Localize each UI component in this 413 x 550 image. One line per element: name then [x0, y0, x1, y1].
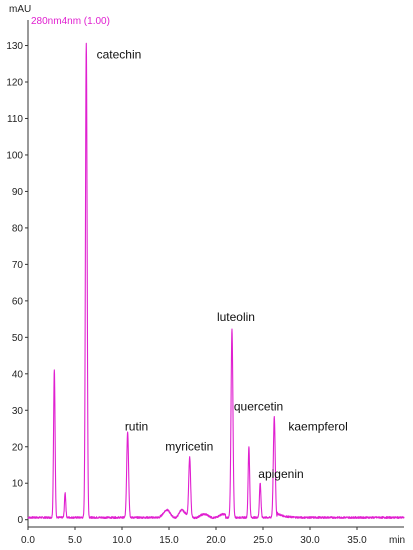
peak-label-luteolin: luteolin	[217, 310, 255, 324]
x-tick-label: 5.0	[68, 535, 82, 546]
y-tick-label: 100	[6, 150, 23, 161]
y-tick-label: 80	[12, 223, 24, 234]
peak-labels: catechin rutin myricetin luteolin quercetin a…	[97, 47, 348, 480]
y-tick-label: 70	[12, 260, 24, 271]
x-axis-unit-label: min	[389, 535, 405, 546]
y-tick-label: 0	[17, 515, 23, 526]
x-tick-label: 10.0	[112, 535, 132, 546]
y-tick-label: 60	[12, 296, 24, 307]
x-tick-label: 15.0	[159, 535, 179, 546]
x-axis-ticks: 0.0 5.0 10.0 15.0 20.0 25.0 30.0 35.0	[21, 527, 367, 546]
x-tick-label: 30.0	[300, 535, 320, 546]
series-legend-label: 280nm4nm (1.00)	[31, 16, 110, 27]
peak-label-rutin: rutin	[125, 419, 148, 433]
peak-label-quercetin: quercetin	[234, 399, 283, 413]
y-tick-label: 130	[6, 41, 23, 52]
y-tick-label: 50	[12, 333, 24, 344]
x-tick-label: 25.0	[253, 535, 273, 546]
peak-label-catechin: catechin	[97, 47, 142, 61]
peak-label-kaempferol: kaempferol	[288, 419, 347, 433]
y-axis-ticks: 0 10 20 30 40 50 60 70 80 90 100 110 120 130	[6, 41, 28, 526]
y-tick-label: 10	[12, 479, 24, 490]
y-tick-label: 40	[12, 369, 24, 380]
y-tick-label: 20	[12, 442, 24, 453]
chromatogram-trace	[27, 42, 405, 520]
y-axis-unit-label: mAU	[9, 4, 31, 15]
peak-label-apigenin: apigenin	[258, 467, 303, 481]
y-tick-label: 90	[12, 187, 24, 198]
y-tick-label: 120	[6, 78, 23, 89]
x-tick-label: 35.0	[347, 535, 367, 546]
y-tick-label: 30	[12, 406, 24, 417]
y-tick-label: 110	[7, 114, 23, 125]
x-tick-label: 0.0	[21, 535, 35, 546]
x-tick-label: 20.0	[206, 535, 226, 546]
peak-label-myricetin: myricetin	[165, 439, 213, 453]
